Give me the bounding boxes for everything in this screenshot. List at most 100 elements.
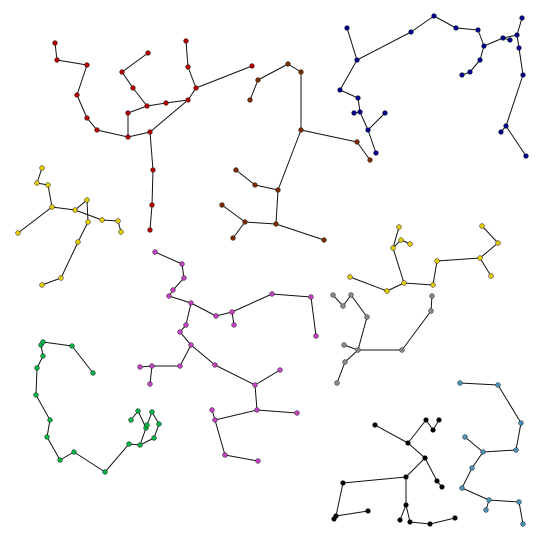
tree-edge <box>335 482 344 517</box>
tree-node <box>150 167 156 173</box>
tree-node <box>273 221 279 227</box>
tree-node <box>45 182 51 188</box>
tree-edge <box>121 52 149 73</box>
tree-node <box>84 197 90 203</box>
tree-node <box>39 165 45 171</box>
tree-node <box>119 69 125 75</box>
tree-node <box>348 292 354 298</box>
tree-teal-nodes <box>457 380 526 527</box>
tree-node <box>149 409 155 415</box>
tree-node <box>340 480 346 486</box>
tree-node <box>275 187 281 193</box>
tree-edge <box>335 510 369 517</box>
tree-node <box>128 417 134 423</box>
tree-node <box>102 469 108 475</box>
tree-node <box>254 407 260 413</box>
tree-node <box>453 25 459 31</box>
tree-node <box>219 202 225 208</box>
tree-edge <box>516 17 523 36</box>
tree-edge <box>342 476 407 484</box>
tree-edge <box>461 467 473 489</box>
tree-edge <box>339 59 358 91</box>
tree-edge <box>74 209 103 221</box>
tree-edge <box>518 47 524 76</box>
tree-node <box>430 427 436 433</box>
tree-yellow-right-nodes <box>347 223 501 294</box>
tree-node <box>137 364 143 370</box>
tree-edge <box>221 204 246 223</box>
tree-edge <box>403 282 434 286</box>
tree-node <box>156 421 162 427</box>
tree-node <box>147 129 153 135</box>
tree-node <box>242 219 248 225</box>
tree-node <box>183 322 189 328</box>
tree-edge <box>479 242 499 259</box>
tree-node <box>222 452 228 458</box>
tree-edge <box>392 247 405 284</box>
tree-edge <box>429 517 456 525</box>
tree-edge <box>455 27 479 31</box>
tree-node <box>57 457 63 463</box>
tree-edge <box>214 364 256 386</box>
tree-red-nodes <box>52 38 255 233</box>
tree-node <box>422 455 428 461</box>
tree-node <box>459 485 465 491</box>
tree-node <box>488 273 494 279</box>
tree-node <box>403 502 409 508</box>
tree-edge <box>46 419 51 438</box>
tree-edge <box>518 501 524 525</box>
tree-node <box>469 465 475 471</box>
tree-node <box>398 237 404 243</box>
tree-node <box>144 422 150 428</box>
tree-edge <box>249 79 259 101</box>
tree-node <box>47 417 53 423</box>
tree-edge <box>224 454 259 462</box>
tree-node <box>185 64 191 70</box>
tree-node <box>137 442 143 448</box>
tree-node <box>479 223 485 229</box>
tree-node <box>212 417 218 423</box>
tree-node <box>423 417 429 423</box>
tree-node <box>475 27 481 33</box>
tree-node <box>177 329 183 335</box>
tree-edge <box>179 344 192 367</box>
tree-node <box>149 202 155 208</box>
tree-node <box>430 282 436 288</box>
tree-node <box>84 115 90 121</box>
tree-node <box>372 422 378 428</box>
tree-edge <box>374 424 409 444</box>
tree-edge <box>244 221 277 225</box>
tree-edge <box>483 37 504 47</box>
tree-node <box>495 382 501 388</box>
tree-node <box>407 241 413 247</box>
tree-edge <box>401 310 432 351</box>
tree-node <box>85 219 91 225</box>
tree-node <box>40 339 46 345</box>
tree-node <box>365 127 371 133</box>
tree-node <box>179 261 185 267</box>
tree-node <box>495 240 501 246</box>
nodes-layer <box>15 13 529 527</box>
tree-edge <box>254 384 258 411</box>
tree-edge <box>407 419 427 444</box>
tree-edge <box>86 199 89 223</box>
tree-node <box>144 103 150 109</box>
tree-edge <box>56 59 88 66</box>
tree-node <box>34 180 40 186</box>
tree-node <box>321 237 327 243</box>
tree-edge <box>464 436 484 453</box>
tree-node <box>337 87 343 93</box>
tree-node <box>247 97 253 103</box>
tree-edge <box>190 302 217 317</box>
tree-magenta-nodes <box>137 249 319 464</box>
tree-edge <box>59 451 75 461</box>
tree-edge <box>277 129 302 191</box>
tree-node <box>364 314 370 320</box>
tree-edge <box>73 451 106 473</box>
tree-node <box>367 157 373 163</box>
tree-node <box>513 447 519 453</box>
tree-edge <box>168 295 192 304</box>
tree-node <box>69 343 75 349</box>
tree-node <box>255 77 261 83</box>
